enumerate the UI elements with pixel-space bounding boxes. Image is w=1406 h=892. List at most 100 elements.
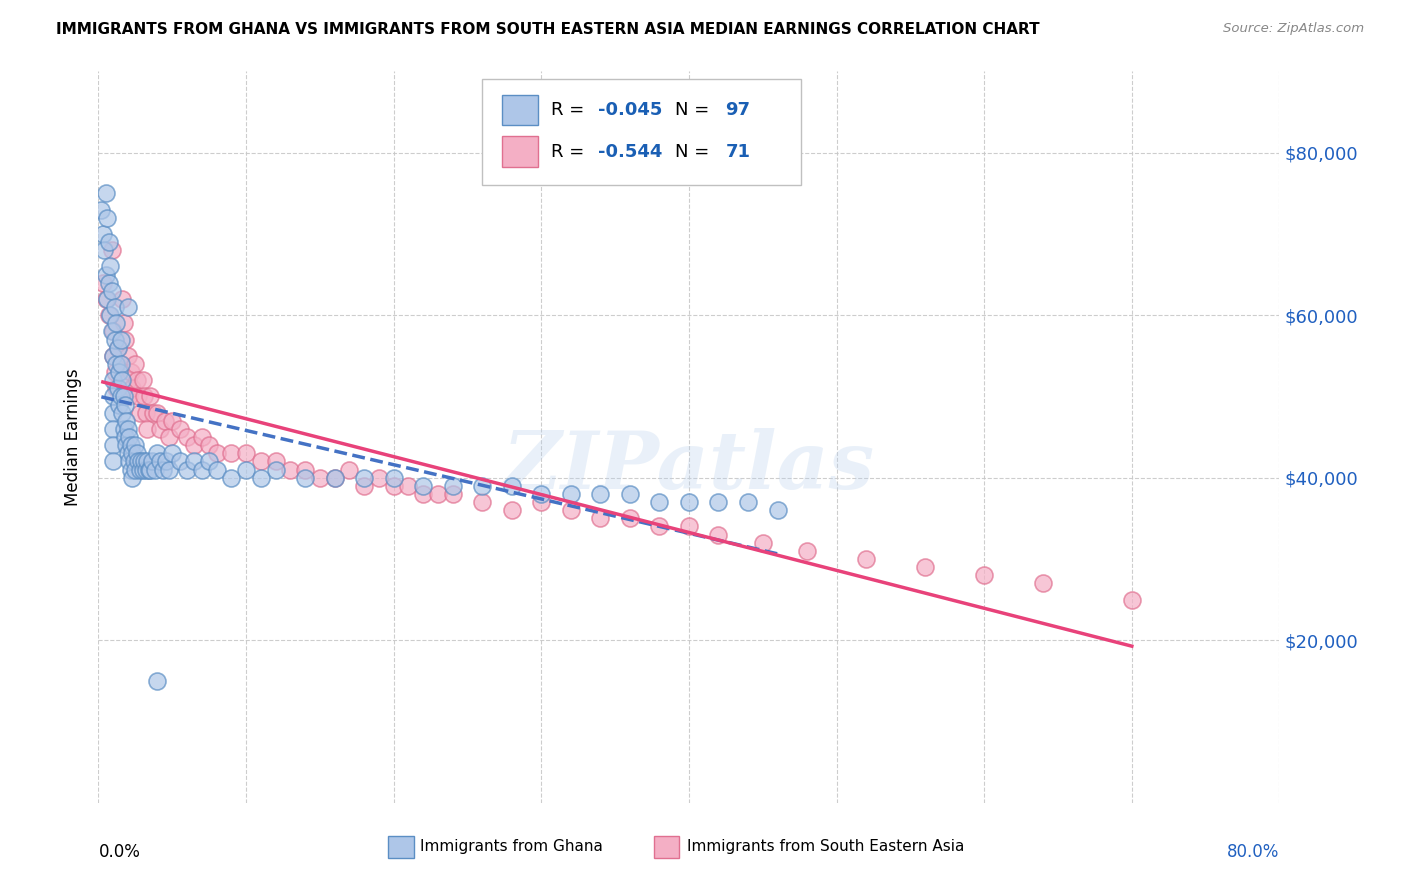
Point <box>135 406 157 420</box>
Point <box>110 389 132 403</box>
Point <box>235 462 257 476</box>
Text: Immigrants from Ghana: Immigrants from Ghana <box>419 839 603 855</box>
Point <box>146 406 169 420</box>
Point <box>235 446 257 460</box>
Point <box>111 406 134 420</box>
Point <box>96 211 118 225</box>
Point <box>309 471 332 485</box>
Point <box>264 462 287 476</box>
Point <box>471 495 494 509</box>
Point <box>205 462 228 476</box>
Point <box>280 462 302 476</box>
Point <box>339 462 361 476</box>
Point <box>221 471 243 485</box>
Text: -0.544: -0.544 <box>598 143 662 161</box>
Point <box>124 438 146 452</box>
Point <box>112 316 135 330</box>
Point <box>221 446 243 460</box>
Text: N =: N = <box>675 143 714 161</box>
Point <box>157 430 180 444</box>
Point <box>120 462 142 476</box>
FancyBboxPatch shape <box>482 78 801 185</box>
Point <box>103 422 125 436</box>
Point <box>108 365 131 379</box>
Point <box>412 479 434 493</box>
Point <box>118 454 141 468</box>
Point <box>136 422 159 436</box>
Point <box>103 349 125 363</box>
Point <box>183 438 205 452</box>
Point <box>157 462 180 476</box>
Point <box>146 673 169 688</box>
Bar <box>654 836 679 858</box>
Point <box>117 446 139 460</box>
Point <box>103 389 125 403</box>
Text: -0.045: -0.045 <box>598 101 662 120</box>
Point <box>112 389 135 403</box>
Point <box>143 462 166 476</box>
Point <box>110 357 132 371</box>
Point <box>183 454 205 468</box>
Point <box>176 430 198 444</box>
Point <box>169 454 191 468</box>
Point <box>125 373 148 387</box>
Text: Immigrants from South Eastern Asia: Immigrants from South Eastern Asia <box>686 839 965 855</box>
Point <box>205 446 228 460</box>
Point <box>97 235 120 249</box>
Text: Source: ZipAtlas.com: Source: ZipAtlas.com <box>1223 22 1364 36</box>
Point <box>111 292 134 306</box>
Point <box>121 381 143 395</box>
Point <box>382 471 405 485</box>
Point <box>134 389 156 403</box>
Point <box>105 381 128 395</box>
Point <box>149 454 172 468</box>
Point <box>132 462 155 476</box>
Point <box>105 316 128 330</box>
Point <box>198 438 221 452</box>
Point <box>796 544 818 558</box>
Point <box>100 284 122 298</box>
Point <box>117 422 139 436</box>
Text: 71: 71 <box>725 143 751 161</box>
Point <box>125 446 148 460</box>
Point <box>707 527 730 541</box>
Point <box>94 268 117 282</box>
Point <box>117 349 139 363</box>
Point <box>122 454 145 468</box>
Point <box>250 454 273 468</box>
Point <box>97 276 120 290</box>
Point <box>108 398 131 412</box>
Point <box>94 292 117 306</box>
Point <box>111 373 134 387</box>
Point <box>104 333 127 347</box>
Point <box>114 333 136 347</box>
Point <box>117 300 139 314</box>
Point <box>914 560 936 574</box>
Point <box>1121 592 1143 607</box>
Point <box>103 454 125 468</box>
Point <box>118 389 141 403</box>
Point <box>146 446 169 460</box>
Point <box>153 414 176 428</box>
Text: 0.0%: 0.0% <box>98 843 141 861</box>
Point <box>115 414 138 428</box>
Bar <box>388 836 413 858</box>
Point <box>1032 576 1054 591</box>
Point <box>91 276 114 290</box>
Point <box>104 365 127 379</box>
Point <box>142 406 165 420</box>
Point <box>103 406 125 420</box>
Point <box>128 406 150 420</box>
Point <box>121 446 143 460</box>
Point <box>134 454 156 468</box>
Point <box>120 365 142 379</box>
Point <box>107 381 129 395</box>
Point <box>139 389 162 403</box>
Point <box>162 414 183 428</box>
Point <box>90 202 112 217</box>
Point <box>100 243 122 257</box>
Point <box>110 357 132 371</box>
Point <box>98 260 121 274</box>
Point <box>93 243 115 257</box>
Point <box>560 487 582 501</box>
